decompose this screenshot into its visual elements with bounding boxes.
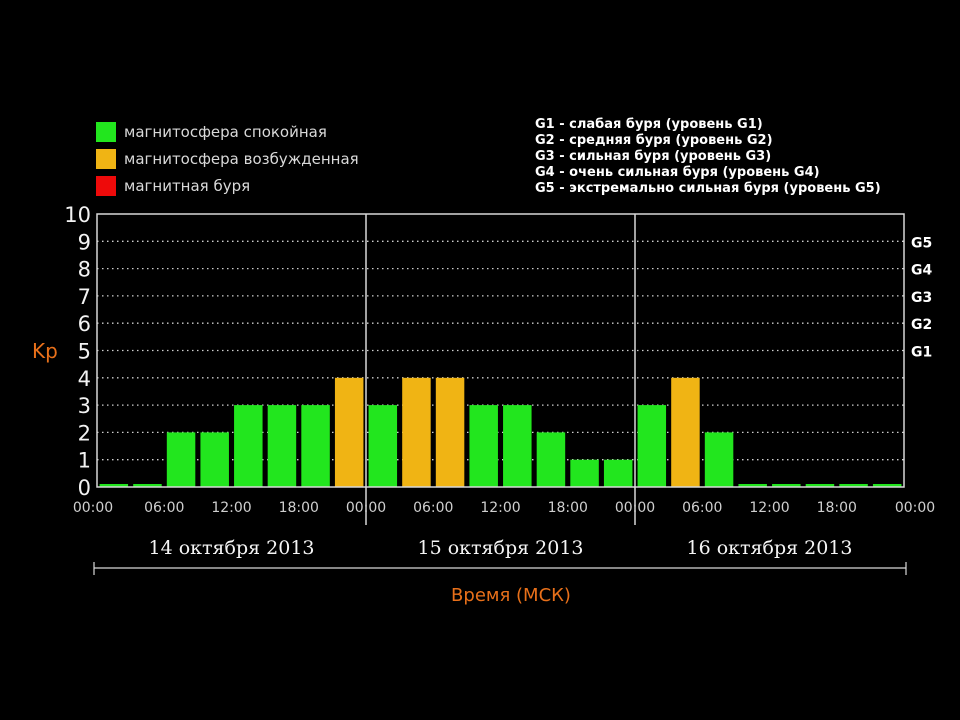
x-tick-label: 12:00: [480, 500, 520, 516]
kp-bar: [402, 377, 431, 487]
plot-frame: [96, 213, 905, 488]
x-tick-label: 00:00: [895, 500, 935, 516]
g-level-label: G4: [911, 263, 932, 279]
x-tick-label: 00:00: [615, 500, 655, 516]
x-tick-label: 06:00: [413, 500, 453, 516]
kp-bar: [772, 484, 801, 487]
x-tick-label: 12:00: [211, 500, 251, 516]
kp-bar: [671, 377, 700, 487]
storm-level-g3: G3 - сильная буря (уровень G3): [535, 149, 772, 164]
kp-bar: [570, 459, 599, 487]
legend-label-quiet: магнитосфера спокойная: [124, 122, 327, 141]
kp-bar: [872, 484, 902, 487]
y-axis-label: Kp: [32, 339, 58, 363]
x-tick-label: 18:00: [279, 500, 319, 516]
g-level-label: G5: [911, 235, 932, 251]
y-tick-label: 0: [78, 476, 91, 500]
x-tick-label: 00:00: [346, 500, 386, 516]
y-tick-label: 8: [78, 258, 91, 282]
x-tick-label: 18:00: [817, 500, 857, 516]
storm-level-legend: G1 - слабая буря (уровень G1) G2 - средн…: [535, 117, 881, 197]
legend-swatch-quiet: [96, 121, 116, 142]
kp-bar: [704, 432, 734, 487]
kp-bar: [503, 405, 532, 487]
kp-bar: [334, 377, 364, 487]
legend-swatch-storm: [96, 175, 116, 196]
x-tick-label: 12:00: [749, 500, 789, 516]
g-level-label: G2: [911, 317, 932, 333]
kp-bar: [166, 432, 196, 487]
y-tick-label: 5: [78, 340, 91, 364]
y-tick-label: 2: [78, 421, 91, 445]
kp-bar: [99, 484, 129, 487]
day-label: 16 октября 2013: [686, 537, 852, 559]
kp-bar: [536, 432, 566, 487]
kp-bar: [200, 432, 229, 487]
legend-label-active: магнитосфера возбужденная: [124, 149, 359, 168]
storm-level-g5: G5 - экстремально сильная буря (уровень …: [535, 181, 881, 196]
y-tick-label: 7: [78, 285, 91, 309]
kp-bar: [603, 459, 633, 487]
x-tick-label: 06:00: [682, 500, 722, 516]
y-tick-label: 9: [78, 230, 91, 254]
g-level-label: G1: [911, 345, 932, 361]
legend-item-quiet: магнитосфера спокойная: [96, 118, 359, 145]
x-tick-label: 00:00: [73, 500, 113, 516]
day-label: 14 октября 2013: [148, 537, 314, 559]
kp-bar: [267, 405, 297, 487]
y-tick-label: 1: [78, 449, 91, 473]
kp-bar: [469, 405, 498, 487]
legend: магнитосфера спокойная магнитосфера возб…: [96, 118, 359, 199]
kp-bar: [133, 484, 162, 487]
day-label: 15 октября 2013: [417, 537, 583, 559]
kp-bar: [301, 405, 330, 487]
storm-level-g1: G1 - слабая буря (уровень G1): [535, 117, 763, 132]
legend-label-storm: магнитная буря: [124, 176, 251, 195]
y-tick-label: 4: [78, 367, 91, 391]
y-tick-label: 3: [78, 394, 91, 418]
y-tick-label: 6: [78, 312, 91, 336]
kp-bar: [368, 405, 398, 487]
kp-bar: [805, 484, 835, 487]
storm-level-g2: G2 - средняя буря (уровень G2): [535, 133, 773, 148]
legend-swatch-active: [96, 148, 116, 169]
x-tick-label: 06:00: [144, 500, 184, 516]
x-tick-label: 18:00: [548, 500, 588, 516]
kp-bar: [234, 405, 263, 487]
kp-bar: [738, 484, 767, 487]
storm-level-g4: G4 - очень сильная буря (уровень G4): [535, 165, 820, 180]
g-level-label: G3: [911, 290, 932, 306]
kp-bar: [637, 405, 667, 487]
kp-bar: [839, 484, 868, 487]
kp-bar: [435, 377, 465, 487]
y-tick-label: 10: [64, 203, 91, 227]
legend-item-active: магнитосфера возбужденная: [96, 145, 359, 172]
x-axis-label: Время (МСК): [451, 585, 571, 606]
legend-item-storm: магнитная буря: [96, 172, 359, 199]
